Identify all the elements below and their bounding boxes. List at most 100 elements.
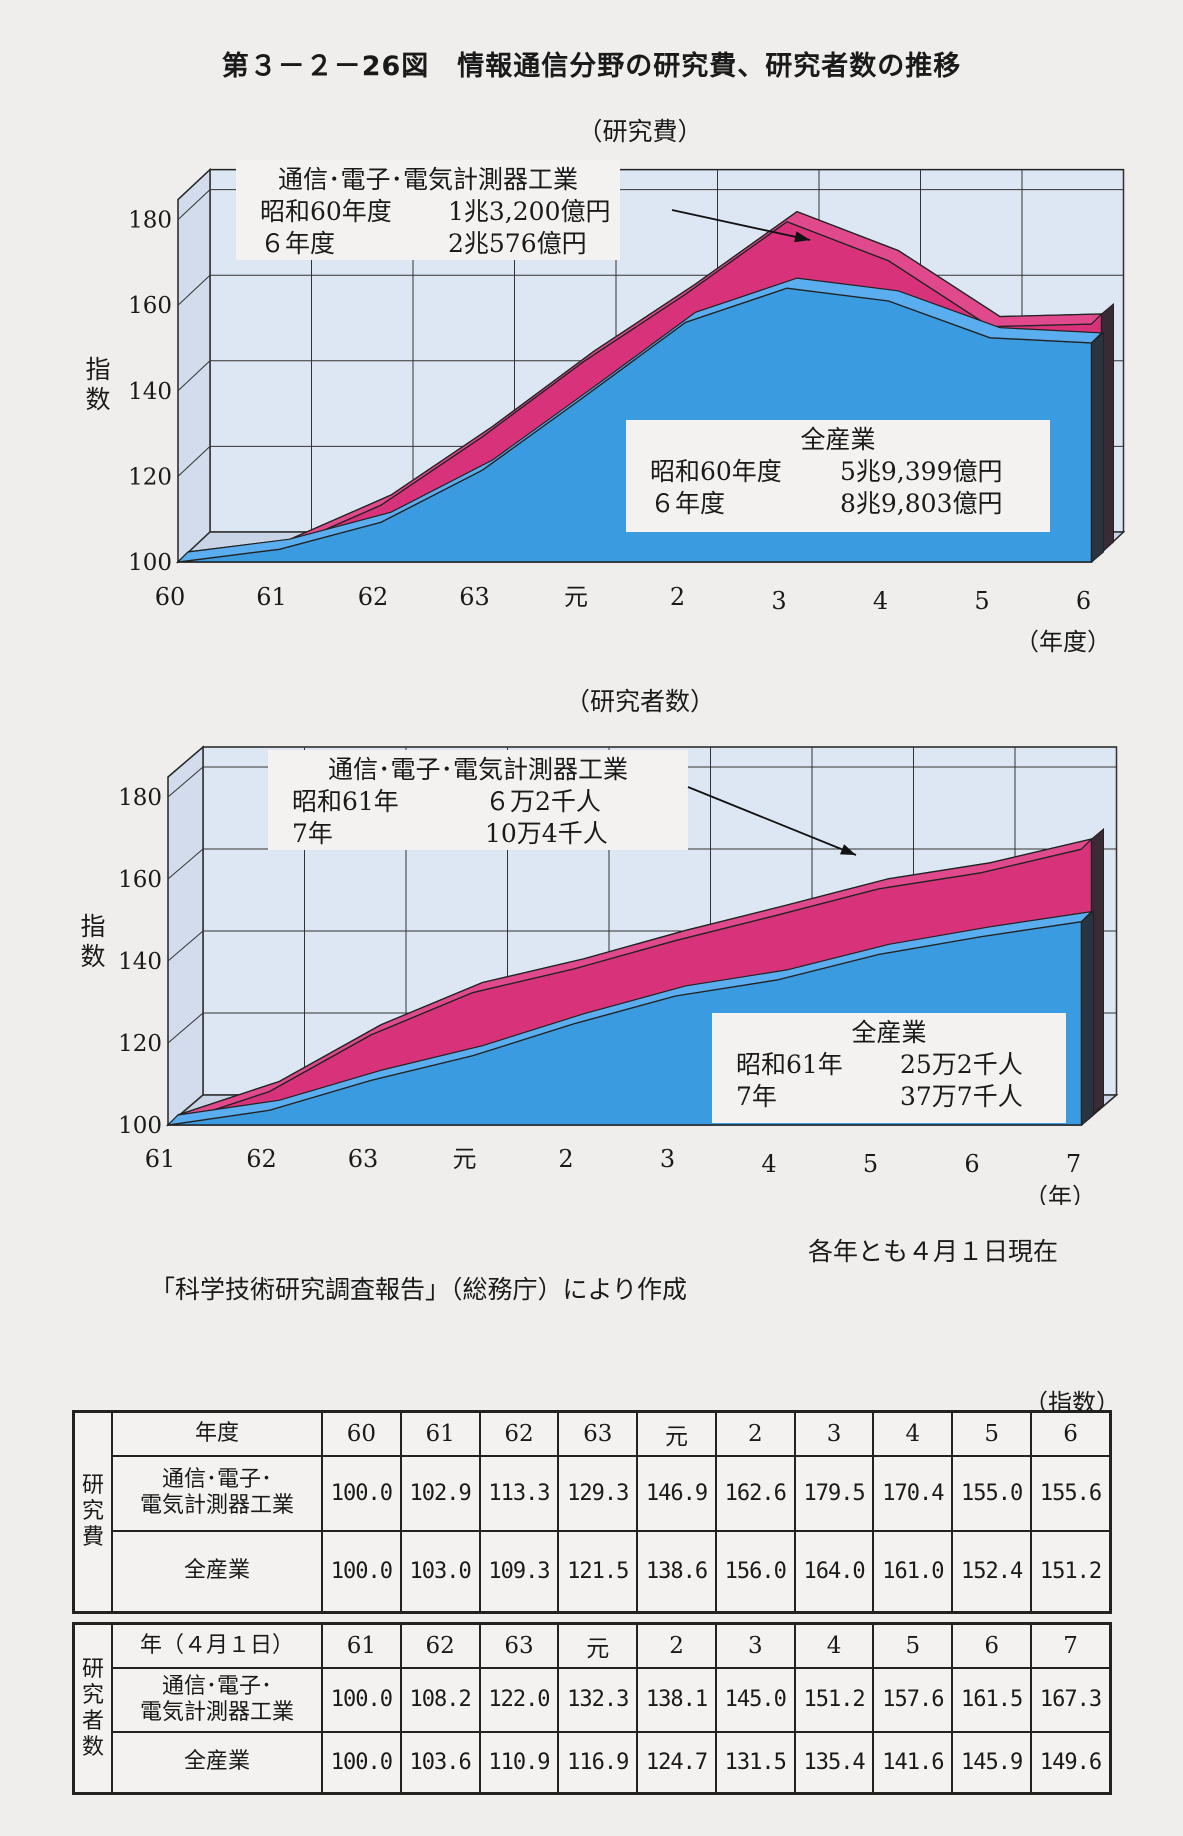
table-row: 通信･電子･ 電気計測器工業 100.0 102.9 113.3 129.3 146.9 1… (74, 1454, 1112, 1532)
source-note: 「科学技術研究調査報告」（総務庁）により作成 (150, 1275, 688, 1304)
annotation-value: 25万2千人 (900, 1050, 1023, 1079)
gridline (177, 360, 211, 392)
table-header-year: 3 (714, 1622, 796, 1669)
table-cell: 124.7 (636, 1730, 717, 1795)
table-cell: 170.4 (872, 1454, 954, 1532)
table-cell: 116.9 (557, 1730, 639, 1795)
table-cell: 138.6 (636, 1529, 717, 1614)
table-header-year: 62 (478, 1410, 560, 1457)
x-tick-label: 63 (459, 583, 490, 611)
x-tick-label: 5 (863, 1150, 878, 1178)
table-header-year: 4 (793, 1622, 875, 1669)
annotation-value: 10万4千人 (485, 819, 608, 848)
table-cell: 131.5 (714, 1730, 796, 1795)
gridline (167, 1012, 204, 1044)
table-header-year: 6 (951, 1622, 1033, 1669)
table-cell: 110.9 (478, 1730, 560, 1795)
table-header-label: 年（４月１日） (111, 1622, 323, 1669)
table-cell: 141.6 (872, 1730, 954, 1795)
x-tick-label: 61 (145, 1145, 176, 1173)
table-header-row: 研究費 年度 60 61 62 63 元 2 3 4 5 6 (72, 1410, 1112, 1614)
annotation-arrow (671, 209, 811, 241)
annotation-period: 昭和60年度 (650, 457, 782, 486)
y-tick-label: 100 (118, 1113, 162, 1139)
x-tick-label: 60 (155, 583, 186, 611)
annotation-heading: 通信･電子･電気計測器工業 (278, 165, 578, 194)
table-side-label: 研究者数 (72, 1622, 113, 1795)
annotation-period: 7年 (736, 1082, 777, 1111)
as-of-note: 各年とも４月１日現在 (808, 1237, 1059, 1266)
researchers-table: 研究者数 年（４月１日） 61 62 63 元 2 3 4 5 6 7 通信･電子･ 電気計測器工業… (72, 1622, 1112, 1795)
chart-title: （研究者数） (565, 687, 715, 716)
table-header-year: 5 (872, 1622, 954, 1669)
table-row-label: 全産業 (111, 1730, 323, 1795)
table-cell: 155.6 (1030, 1454, 1112, 1532)
x-tick-label: 4 (761, 1150, 776, 1178)
researchers-chart: （研究者数） 100 120 140 160 180 61 62 63 元 2 3 4 5 6 7 （年） 指数 通… (80, 687, 1119, 1205)
table-cell: 161.5 (951, 1666, 1033, 1733)
annotation-period: 7年 (292, 819, 333, 848)
table-cell: 151.2 (793, 1666, 875, 1733)
annotation-value: 2兆576億円 (448, 229, 587, 258)
table-cell: 149.6 (1030, 1730, 1112, 1795)
x-tick-label: 61 (256, 583, 287, 611)
table-cell: 156.0 (714, 1529, 796, 1614)
annotation-period: 昭和61年 (292, 787, 399, 816)
x-tick-label: 元 (453, 1145, 477, 1173)
table-cell: 132.3 (557, 1666, 639, 1733)
table-cell: 145.0 (714, 1666, 796, 1733)
gridline (167, 930, 204, 962)
table-header-year: 61 (399, 1410, 481, 1457)
table-header-year: 4 (872, 1410, 954, 1457)
y-axis-label: 指数 (80, 912, 105, 971)
x-axis-label: （年度） (1015, 628, 1111, 656)
annotation-value: 5兆9,399億円 (840, 457, 1002, 486)
annotation-box (712, 1013, 1066, 1123)
series-ribbon-all-industries (166, 910, 1094, 1126)
table-row-label: 通信･電子･ 電気計測器工業 (111, 1454, 323, 1532)
research-cost-table: 研究費 年度 60 61 62 63 元 2 3 4 5 6 通信･電子･ 電気計測器工業 100.… (72, 1410, 1112, 1614)
y-tick-label: 160 (128, 293, 172, 319)
table-header-year: 60 (321, 1410, 402, 1457)
annotation-heading: 通信･電子･電気計測器工業 (328, 755, 628, 784)
table-cell: 100.0 (321, 1666, 402, 1733)
x-tick-label: 2 (670, 583, 685, 611)
x-tick-label: 6 (1076, 587, 1091, 615)
annotation-heading: 全産業 (851, 1018, 926, 1047)
table-header-year: 元 (557, 1622, 639, 1669)
y-axis-label: 指数 (85, 355, 110, 414)
table-side-label: 研究費 (72, 1410, 113, 1614)
gridline (167, 848, 204, 880)
table-header-year: 61 (321, 1622, 402, 1669)
series-ribbon-all-industries (176, 277, 1103, 563)
table-cell: 162.6 (714, 1454, 796, 1532)
series-side-all-industries (1081, 910, 1094, 1127)
table-cell: 167.3 (1030, 1666, 1112, 1733)
table-header-year: 7 (1030, 1622, 1112, 1669)
annotation-box (236, 160, 620, 260)
table-cell: 152.4 (951, 1529, 1033, 1614)
arrow-head (794, 231, 810, 243)
table-header-year: 2 (714, 1410, 796, 1457)
figure-title: 第３－２－26図 情報通信分野の研究費、研究者数の推移 (221, 51, 962, 82)
table-header-label: 年度 (111, 1410, 323, 1457)
table-header-year: 62 (399, 1622, 481, 1669)
y-tick-label: 100 (128, 550, 172, 576)
table-cell: 155.0 (951, 1454, 1033, 1532)
x-tick-label: 62 (246, 1145, 277, 1173)
annotation-value: ６万2千人 (485, 787, 601, 816)
table-cell: 102.9 (399, 1454, 481, 1532)
table-header-year: 5 (951, 1410, 1033, 1457)
series-ribbon-communications (167, 838, 1094, 1126)
table-header-year: 3 (793, 1410, 875, 1457)
annotation-heading: 全産業 (800, 425, 875, 454)
table-header-year: 63 (478, 1622, 560, 1669)
y-tick-label: 140 (118, 949, 162, 975)
table-header-year: 元 (636, 1410, 717, 1457)
annotation-period: ６年度 (650, 489, 725, 518)
table-header-year: 63 (557, 1410, 639, 1457)
table-header-year: 6 (1030, 1410, 1112, 1457)
annotation-value: 1兆3,200億円 (448, 197, 610, 226)
